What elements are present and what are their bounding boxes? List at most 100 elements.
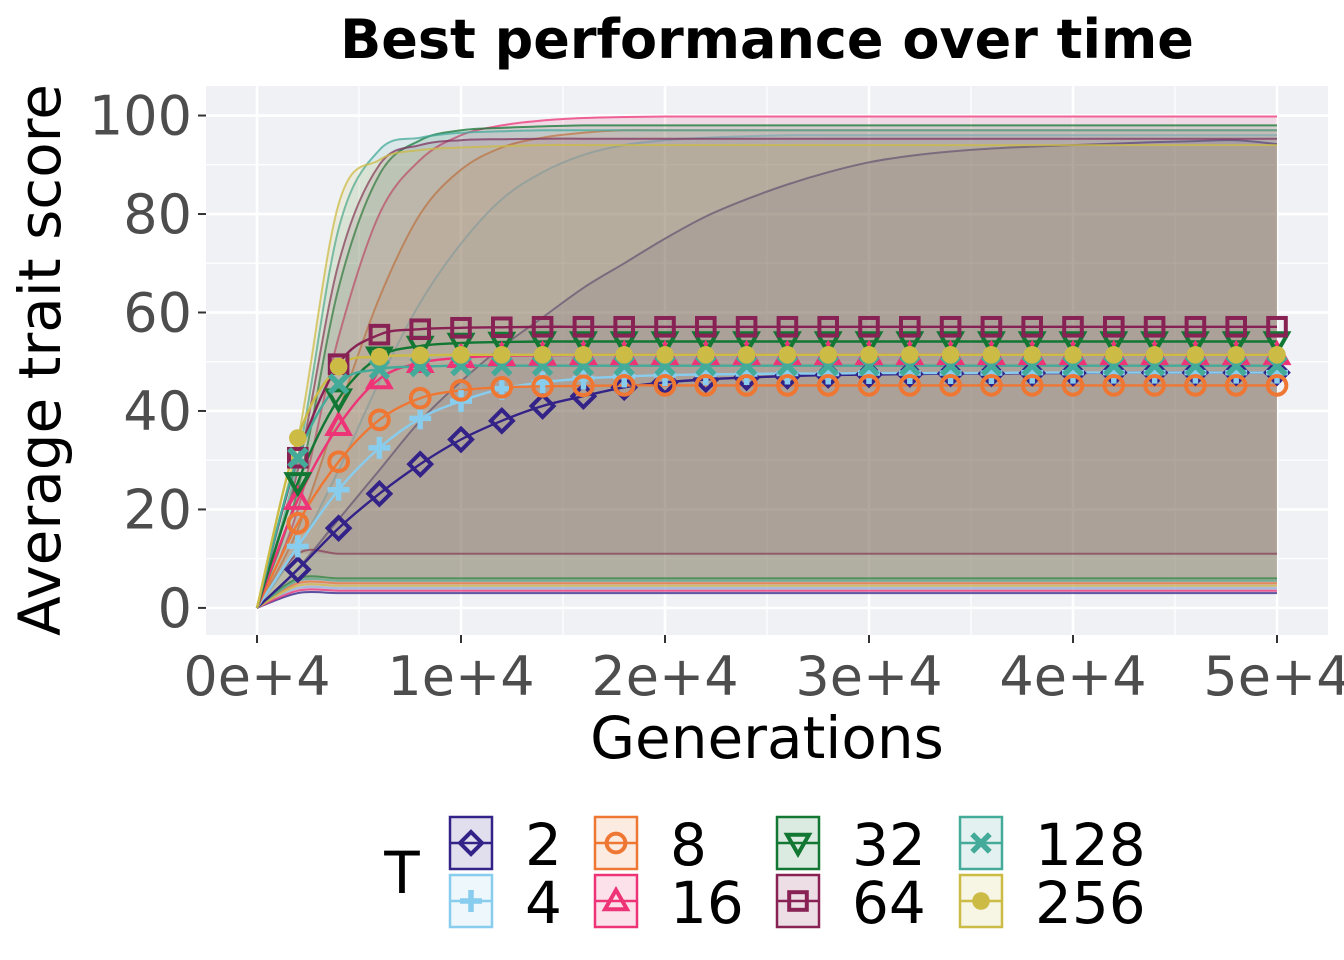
- marker-8: [857, 374, 881, 397]
- marker-256: [1186, 346, 1205, 364]
- x-tick-label: 4e+4: [999, 645, 1146, 708]
- ribbon-upper-32: [256, 124, 1277, 609]
- marker-256: [1105, 346, 1123, 364]
- marker-8: [1224, 374, 1248, 397]
- marker-64: [1143, 315, 1166, 338]
- marker-32: [1180, 331, 1210, 357]
- legend-item-256: 256: [958, 869, 1146, 937]
- legend-label: 32: [852, 811, 926, 879]
- marker-8: [816, 374, 840, 397]
- y-tick-label: 100: [89, 85, 192, 148]
- marker-8: [449, 378, 473, 402]
- marker-32: [895, 331, 925, 357]
- x-tick-label: 2e+4: [591, 645, 738, 708]
- marker-8: [898, 374, 922, 397]
- marker-128: [327, 373, 350, 395]
- marker-256: [452, 346, 470, 364]
- marker-8: [1102, 374, 1126, 397]
- marker-256: [370, 348, 389, 366]
- legend-label: 256: [1035, 869, 1146, 937]
- legend-label: 16: [670, 869, 744, 937]
- x-tick-label: 5e+4: [1203, 645, 1344, 708]
- marker-64: [368, 323, 391, 346]
- chart-title: Best performance over time: [340, 8, 1194, 71]
- marker-8: [694, 374, 718, 397]
- marker-8: [1265, 374, 1289, 397]
- marker-256: [1064, 346, 1082, 364]
- ribbon-upper-128: [256, 129, 1277, 609]
- marker-64: [899, 315, 921, 338]
- line-8: [255, 384, 1277, 609]
- marker-8: [286, 511, 310, 535]
- marker-256: [411, 346, 430, 365]
- marker-256: [1023, 346, 1041, 364]
- marker-32: [609, 331, 639, 357]
- marker-256: [289, 429, 307, 447]
- marker-2: [487, 406, 516, 435]
- marker-256: [819, 346, 837, 364]
- marker-64: [409, 318, 431, 341]
- y-axis-title: Average trait score: [6, 84, 74, 636]
- marker-32: [1262, 331, 1292, 357]
- marker-256: [1227, 346, 1245, 364]
- ribbon-lower-32: [256, 575, 1277, 609]
- marker-16: [324, 410, 354, 436]
- legend-key-marker: [460, 890, 482, 912]
- y-tick-label: 80: [123, 183, 192, 246]
- marker-8: [653, 374, 677, 397]
- marker-64: [1266, 315, 1288, 338]
- legend-key-marker: [601, 885, 631, 912]
- marker-8: [1061, 374, 1085, 397]
- marker-8: [1020, 374, 1044, 397]
- ribbon-lower-2: [256, 591, 1277, 609]
- ribbon-upper-256: [256, 144, 1277, 609]
- marker-64: [531, 315, 554, 338]
- marker-64: [287, 446, 309, 469]
- marker-2: [283, 555, 312, 584]
- ribbon-lower-4: [256, 585, 1277, 609]
- marker-8: [1184, 374, 1207, 397]
- x-tick-label: 0e+4: [183, 645, 330, 708]
- legend-label: 128: [1035, 811, 1146, 879]
- marker-8: [939, 374, 962, 397]
- marker-4: [327, 478, 350, 501]
- marker-256: [493, 346, 511, 364]
- marker-32: [1221, 331, 1251, 357]
- marker-64: [1062, 315, 1084, 338]
- marker-256: [737, 346, 756, 364]
- ribbon-128: [257, 130, 1277, 608]
- marker-64: [858, 315, 880, 338]
- legend-item-64: 64: [775, 869, 926, 937]
- marker-256: [533, 346, 552, 364]
- marker-4: [286, 535, 309, 558]
- legend-item-4: 4: [448, 869, 562, 937]
- marker-64: [980, 315, 1003, 338]
- legend-key-marker: [972, 892, 990, 910]
- marker-2: [324, 514, 353, 542]
- ribbon-16: [257, 116, 1277, 608]
- legend-item-2: 2: [448, 811, 562, 879]
- x-tick-label: 3e+4: [795, 645, 942, 708]
- marker-32: [568, 331, 598, 357]
- ribbon-lower-64: [256, 548, 1277, 609]
- marker-64: [939, 315, 962, 338]
- marker-16: [283, 484, 313, 510]
- ribbon-4: [257, 135, 1277, 608]
- marker-8: [980, 374, 1003, 397]
- legend-key-marker: [783, 832, 813, 859]
- marker-256: [574, 346, 593, 364]
- marker-64: [572, 315, 595, 338]
- ribbon-upper-4: [256, 134, 1277, 609]
- marker-2: [365, 479, 394, 508]
- marker-4: [409, 407, 432, 430]
- legend-item-8: 8: [593, 811, 707, 879]
- marker-64: [817, 315, 840, 338]
- marker-64: [1021, 315, 1044, 338]
- ribbon-lower-16: [256, 588, 1277, 609]
- marker-32: [732, 331, 762, 357]
- marker-256: [656, 346, 674, 364]
- ribbon-lower-8: [256, 580, 1277, 609]
- marker-32: [691, 331, 721, 357]
- marker-32: [528, 331, 558, 357]
